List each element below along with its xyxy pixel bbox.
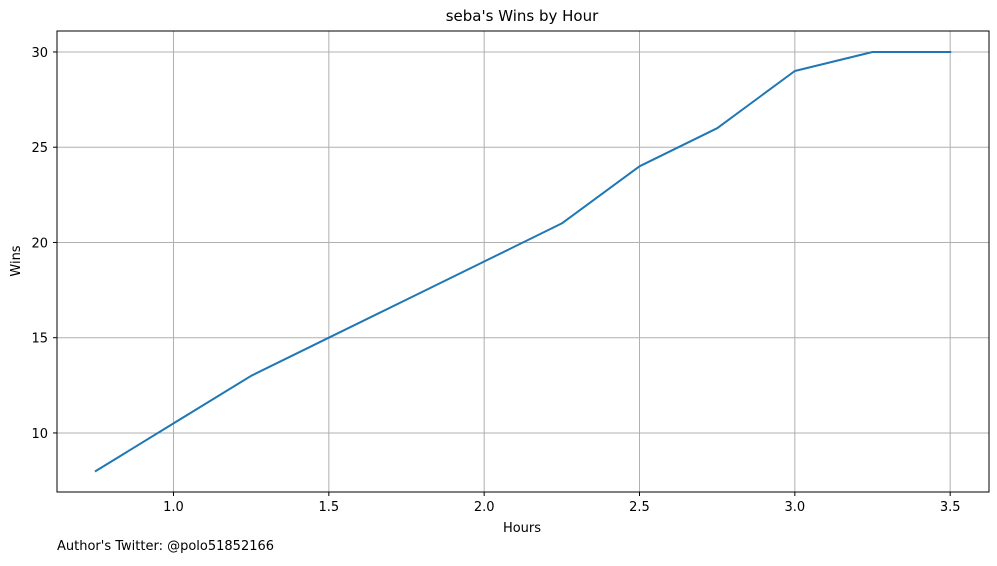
x-tick-label: 2.5 bbox=[629, 500, 650, 515]
x-axis-ticks: 1.0 1.5 2.0 2.5 3.0 3.5 bbox=[163, 492, 960, 515]
grid-lines bbox=[57, 31, 989, 492]
x-axis-label: Hours bbox=[503, 521, 541, 536]
x-tick-label: 1.0 bbox=[163, 500, 184, 515]
y-tick-label: 10 bbox=[31, 427, 48, 442]
series-layer bbox=[96, 52, 950, 471]
author-twitter-credit: Author's Twitter: @polo51852166 bbox=[57, 539, 274, 554]
y-tick-label: 25 bbox=[31, 141, 48, 156]
y-tick-label: 20 bbox=[31, 236, 48, 251]
y-axis-ticks: 10 15 20 25 30 bbox=[31, 46, 57, 442]
x-tick-label: 2.0 bbox=[474, 500, 495, 515]
y-axis-label: Wins bbox=[9, 245, 24, 276]
x-tick-label: 3.0 bbox=[784, 500, 805, 515]
y-tick-label: 15 bbox=[31, 332, 48, 347]
chart-title: seba's Wins by Hour bbox=[446, 7, 599, 25]
wins-series-line bbox=[96, 52, 950, 471]
y-tick-label: 30 bbox=[31, 46, 48, 61]
x-tick-label: 3.5 bbox=[940, 500, 961, 515]
x-tick-label: 1.5 bbox=[318, 500, 339, 515]
plot-frame bbox=[57, 31, 989, 492]
